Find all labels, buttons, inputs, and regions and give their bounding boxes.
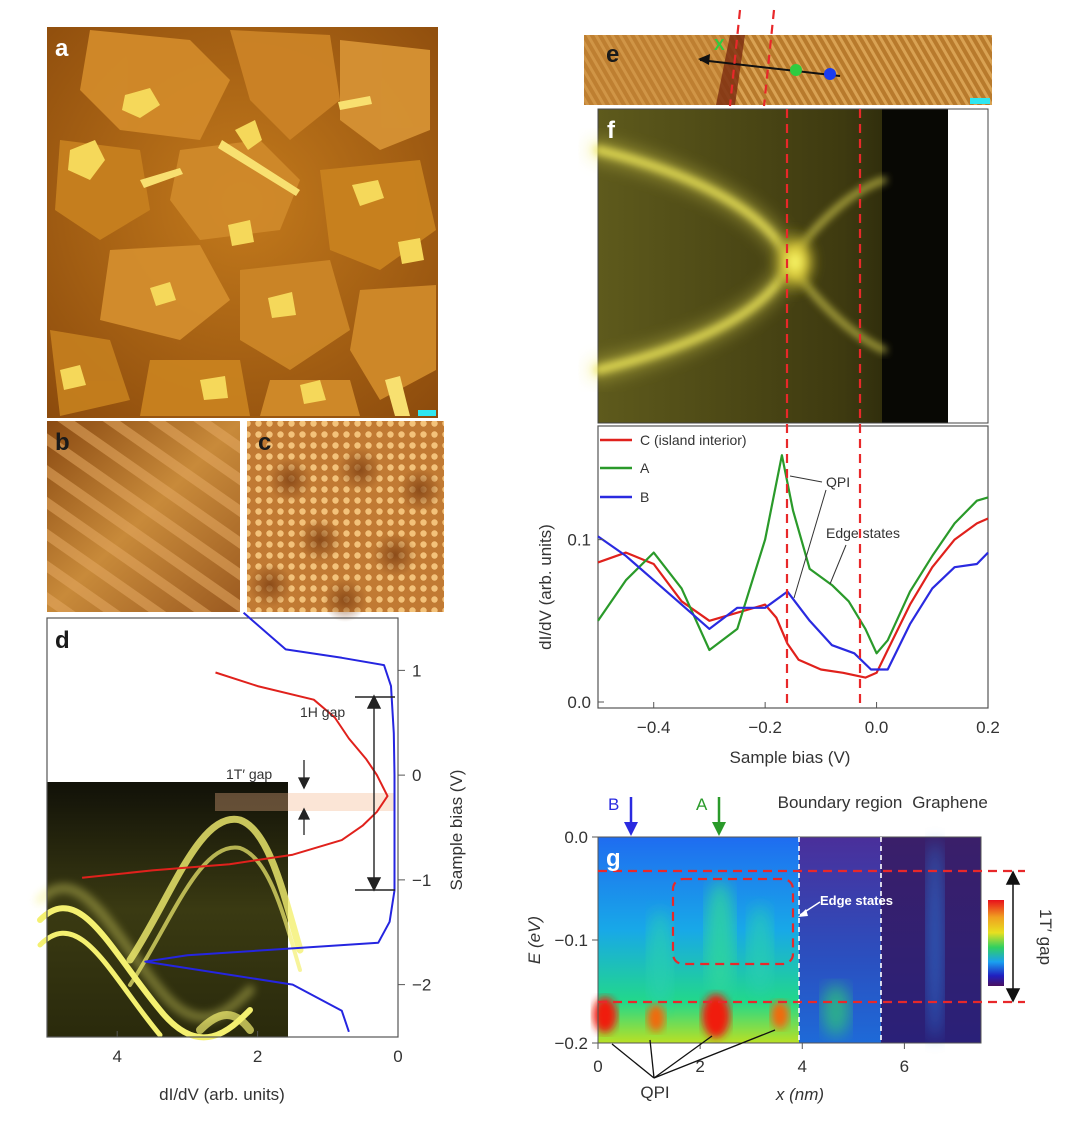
- panel-g-xtick-label: 4: [798, 1057, 807, 1076]
- panel-f-xtick-label: 0.2: [976, 718, 1000, 737]
- panel-g-region-boundary: Boundary region: [778, 793, 903, 812]
- panel-g: 0 2 4 6 0.0 −0.1 −0.2 g Boundary region Graphe…: [525, 793, 1055, 1104]
- panel-g-ytick-label: −0.1: [554, 931, 588, 950]
- panel-d-series-blue: [144, 612, 396, 1033]
- panel-f-xlabel: Sample bias (V): [730, 748, 851, 767]
- panel-a-label: a: [55, 35, 69, 62]
- panel-g-marker-a-label: A: [696, 795, 708, 814]
- panel-f-series-a: [597, 454, 989, 655]
- panel-d-series-red: [81, 671, 389, 879]
- panel-g-qpi-arrows: [611, 1029, 776, 1079]
- panel-f-map: f: [587, 108, 989, 424]
- panel-a-bright-features: [60, 88, 424, 416]
- panel-f-ytick-label: 0.0: [567, 693, 591, 712]
- panel-g-ylabel: E (eV): [525, 916, 544, 964]
- panel-f-spectra-frame: [597, 425, 989, 709]
- panel-d-frame: [46, 617, 399, 1038]
- panel-d: d 4 2 0 1 0 −1 −2 dI/dV (arb. units) Sample bi…: [35, 612, 466, 1104]
- panel-f-spectra-plot: [597, 454, 989, 679]
- panel-f-legend: C (island interior) A B: [600, 432, 747, 505]
- panel-g-qpi-label: QPI: [640, 1083, 669, 1102]
- panel-g-edge-states-annotation: Edge states: [798, 893, 893, 917]
- panel-f-ylabel: dI/dV (arb. units): [536, 524, 555, 650]
- panel-g-xtick-label: 2: [695, 1057, 704, 1076]
- panel-d-1t-gap-label: 1T′ gap: [226, 766, 272, 782]
- panel-b: b: [47, 421, 240, 612]
- panel-d-ytick-label: −1: [412, 871, 431, 890]
- panel-g-features: [593, 880, 789, 1038]
- panel-d-gap-band: [215, 793, 395, 811]
- panel-g-label: g: [606, 845, 621, 872]
- panel-g-marker-b-label: B: [608, 795, 619, 814]
- panel-d-1t-gap-arrows: [297, 760, 311, 835]
- panel-c-vacancy-pattern: [248, 448, 442, 622]
- panel-d-ytick-label: 0: [412, 766, 421, 785]
- panel-g-ytick-label: −0.2: [554, 1034, 588, 1053]
- panel-f-label: f: [607, 117, 616, 144]
- panel-g-region-graphene: Graphene: [912, 793, 988, 812]
- panel-e-scalebar: [970, 98, 990, 104]
- panel-g-xtick-label: 6: [900, 1057, 909, 1076]
- panel-e-point-x: X: [714, 37, 725, 54]
- panel-d-plot: [81, 612, 396, 1033]
- panel-g-edge-states-label: Edge states: [820, 893, 893, 908]
- panel-f-series-c: [597, 517, 989, 679]
- panel-d-inset-bands: [35, 815, 304, 1041]
- legend-entry-b: B: [640, 489, 649, 505]
- panel-e: X e: [584, 35, 992, 105]
- panel-a-scalebar: [418, 410, 436, 416]
- panel-f-spectra: −0.4 −0.2 0.0 0.2 0.0 0.1 C (island interior)…: [536, 425, 1000, 767]
- panel-e-linecut: [699, 59, 841, 77]
- panel-g-marker-b: B: [608, 795, 638, 836]
- panel-f-series-b: [597, 535, 989, 671]
- panel-d-ylabel: Sample bias (V): [447, 770, 466, 891]
- panel-f-edge-states-label: Edge states: [826, 525, 900, 541]
- guide-lines-ef: [728, 9, 862, 708]
- panel-e-label: e: [606, 41, 619, 68]
- panel-g-gap-lines: [598, 869, 1025, 1004]
- panel-g-marker-a: A: [696, 795, 726, 836]
- legend-entry-a: A: [640, 460, 650, 476]
- panel-f-xtick-label: −0.2: [748, 718, 782, 737]
- panel-g-colorbar-label: 1T′ gap: [1036, 909, 1055, 965]
- legend-entry-c: C (island interior): [640, 432, 747, 448]
- panel-f-ytick-label: 0.1: [567, 531, 591, 550]
- panel-e-boundary: [716, 35, 745, 105]
- panel-a: a: [47, 27, 438, 418]
- panel-d-ytick-label: 1: [412, 661, 421, 680]
- panel-d-axes: 4 2 0 1 0 −1 −2: [112, 661, 431, 1066]
- panel-g-gap-arrow: [1005, 870, 1021, 1003]
- panel-e-point-b: [824, 68, 836, 80]
- panel-d-xtick-label: 0: [393, 1047, 402, 1066]
- panel-d-ytick-label: −2: [412, 976, 431, 995]
- panel-d-label: d: [55, 627, 70, 654]
- panel-g-xtick-label: 0: [593, 1057, 602, 1076]
- panel-g-colorbar: [988, 900, 1004, 986]
- panel-f-xtick-label: −0.4: [637, 718, 671, 737]
- panel-d-1h-gap-arrow: [355, 694, 395, 892]
- panel-c: c: [247, 421, 444, 622]
- panel-d-xtick-label: 2: [253, 1047, 262, 1066]
- panel-g-xlabel: x (nm): [775, 1085, 824, 1104]
- panel-f-spectra-axes: −0.4 −0.2 0.0 0.2 0.0 0.1: [567, 531, 999, 737]
- panel-b-label: b: [55, 429, 70, 456]
- panel-c-label: c: [258, 429, 271, 456]
- panel-g-axes: 0 2 4 6 0.0 −0.1 −0.2: [554, 828, 909, 1076]
- panel-d-xtick-label: 4: [112, 1047, 121, 1066]
- panel-d-xlabel: dI/dV (arb. units): [159, 1085, 285, 1104]
- panel-g-ytick-label: 0.0: [564, 828, 588, 847]
- panel-f-xtick-label: 0.0: [865, 718, 889, 737]
- panel-e-point-a: [790, 64, 802, 76]
- panel-f-annotation-lines: [789, 475, 847, 599]
- panel-g-region-dividers: [798, 837, 882, 1043]
- panel-f-qpi-label: QPI: [826, 474, 850, 490]
- panel-d-1h-gap-label: 1H gap: [300, 704, 345, 720]
